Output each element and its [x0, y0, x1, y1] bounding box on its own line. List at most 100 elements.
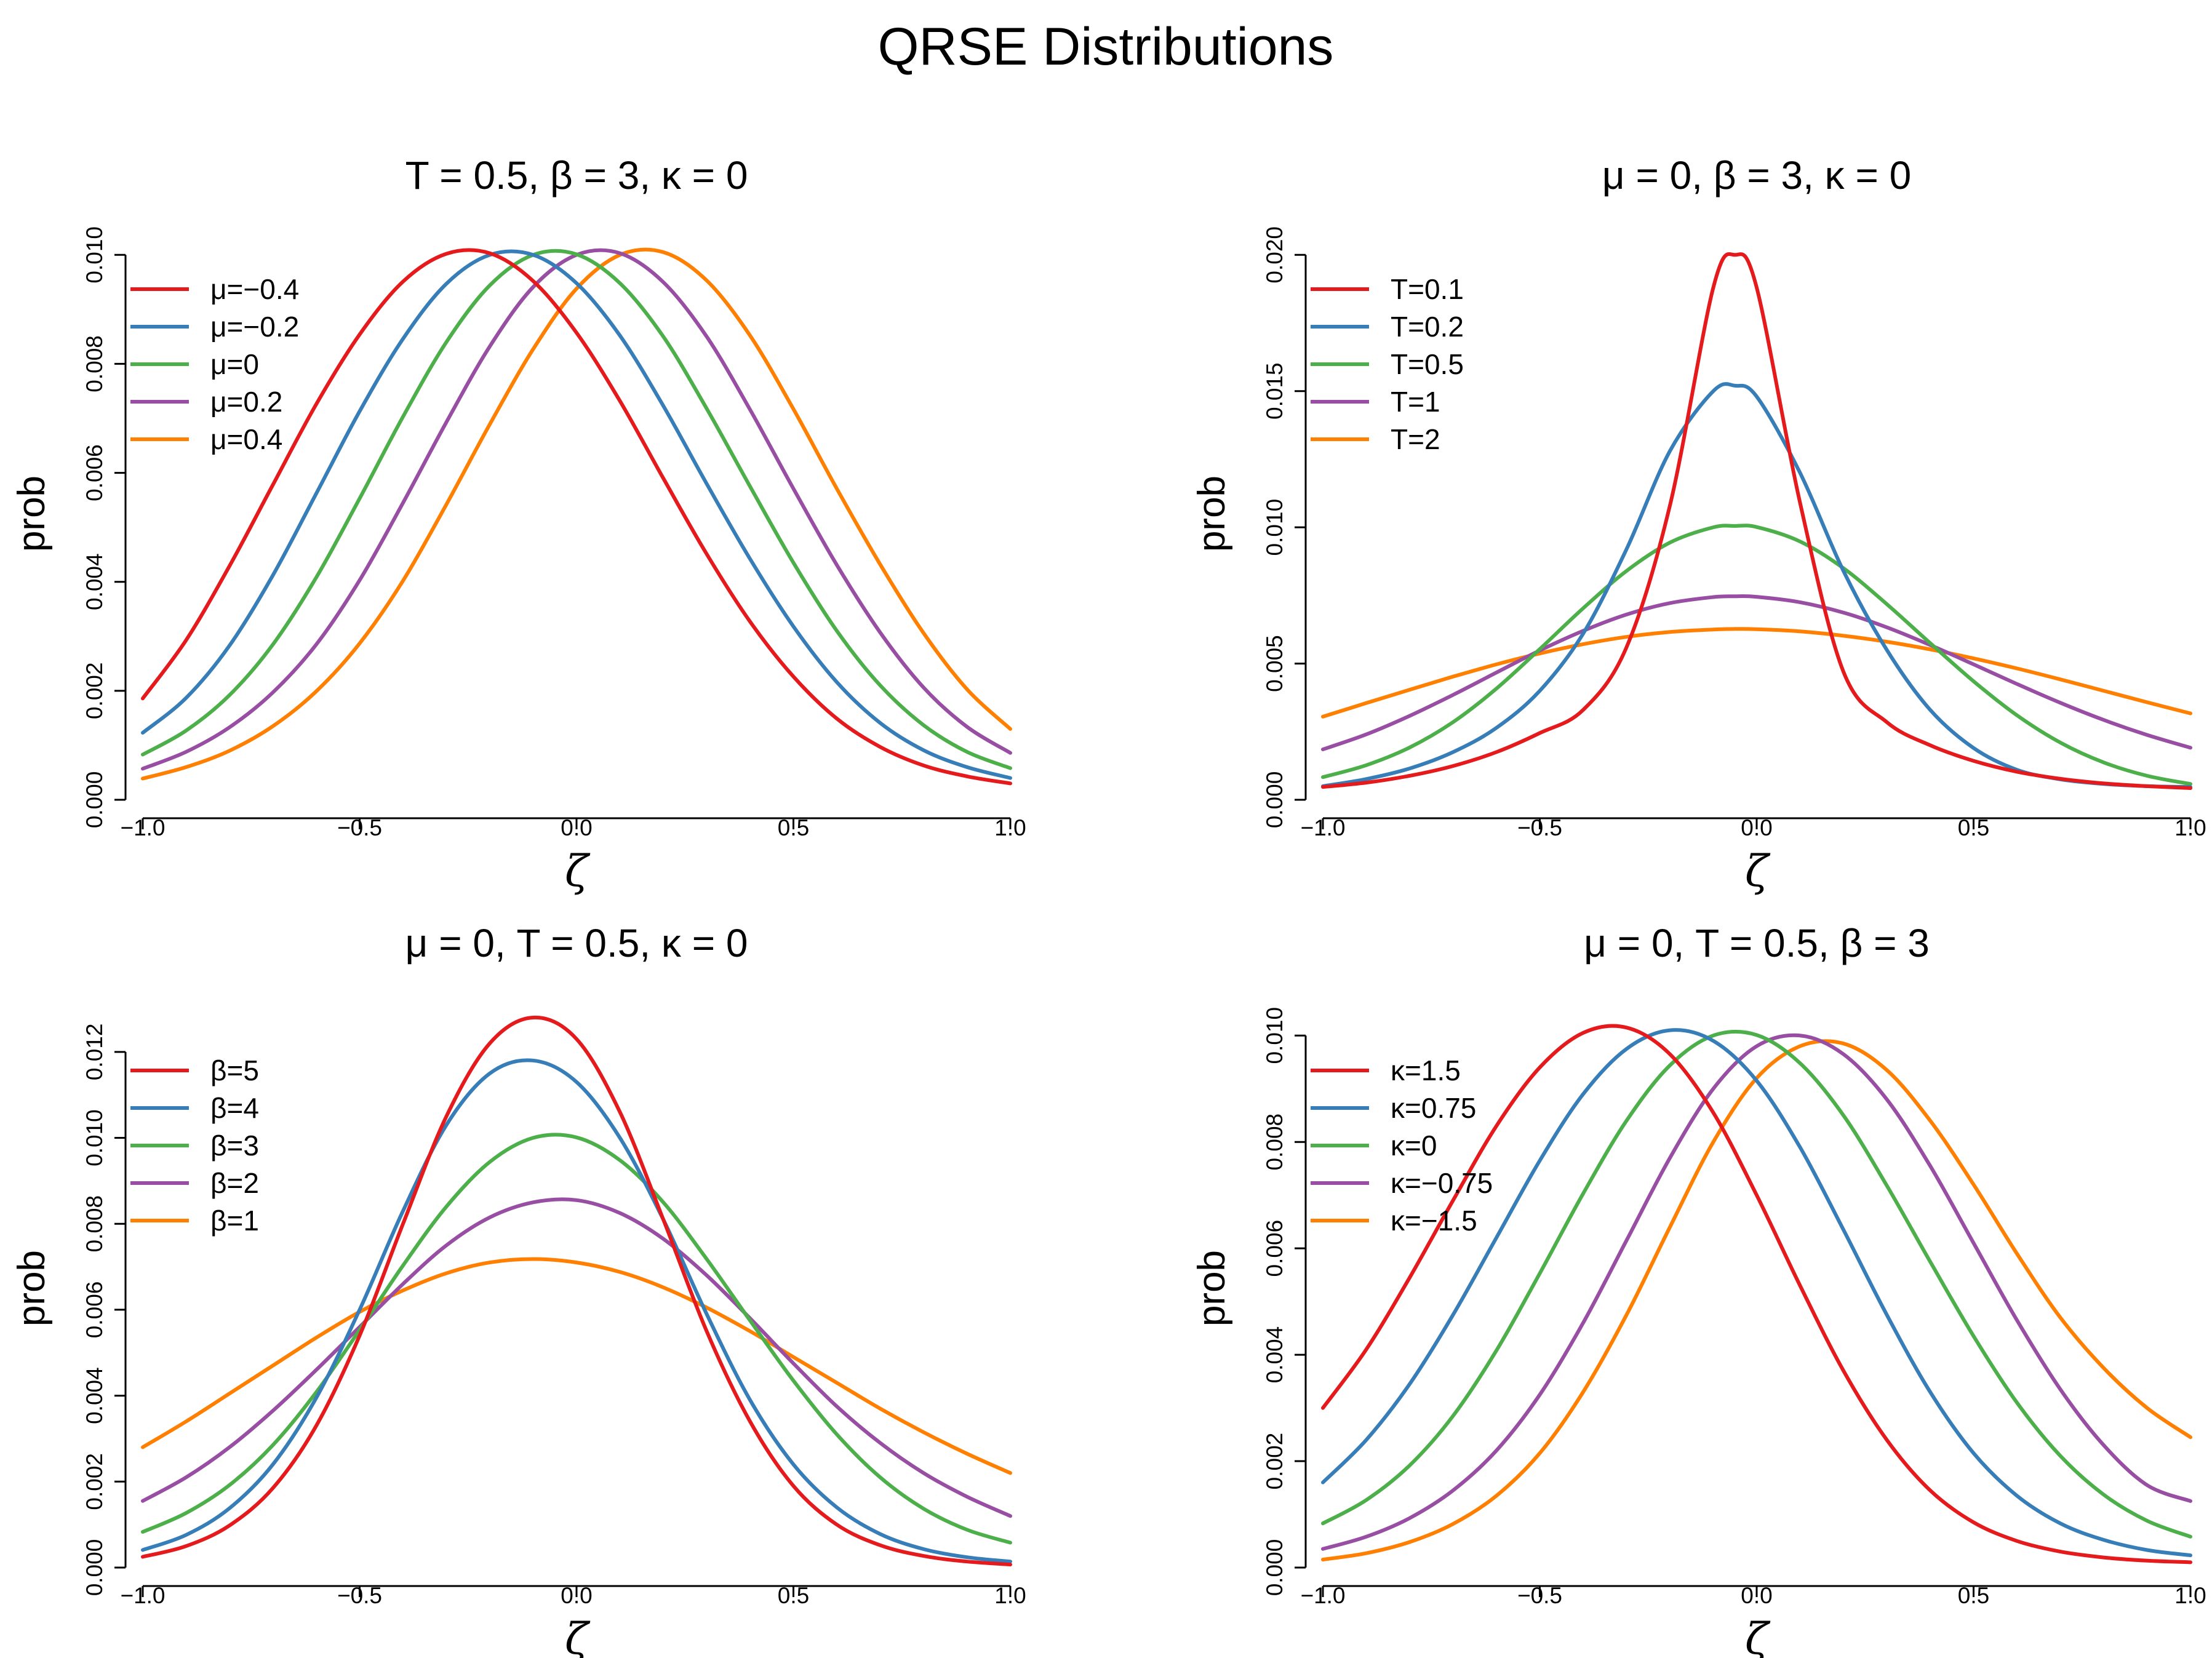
series-line: [141, 1197, 1012, 1518]
y-tick-label: 0.008: [82, 1195, 107, 1253]
x-tick-label: 1.0: [994, 1583, 1026, 1608]
y-axis-title: prob: [1191, 476, 1233, 552]
panel-title: μ = 0, T = 0.5, κ = 0: [405, 921, 748, 965]
legend-label: T=0.5: [1391, 348, 1464, 380]
series-group: [1321, 1024, 2192, 1564]
y-tick-label: 0.010: [1262, 499, 1287, 556]
x-tick-label: −1.0: [120, 815, 165, 840]
series-line: [1321, 1024, 2192, 1564]
panel-3: μ = 0, T = 0.5, κ = 0 −1.0 −0.5 0.0 0.5 1.0 ζ 0…: [10, 921, 1026, 1658]
x-tick-label: 1.0: [994, 815, 1026, 840]
legend-label: T=2: [1391, 423, 1440, 455]
x-axis-title: ζ: [565, 1614, 591, 1658]
legend-label: β=4: [210, 1092, 259, 1124]
legend-label: μ=0.2: [210, 386, 282, 418]
legend-label: κ=0.75: [1391, 1092, 1476, 1124]
legend-label: μ=0.4: [210, 423, 282, 455]
x-tick-label: 0.5: [778, 815, 809, 840]
legend: μ=−0.4 μ=−0.2 μ=0 μ=0.2 μ=0.4: [130, 273, 299, 455]
y-tick-label: 0.020: [1262, 226, 1287, 284]
x-tick-label: 0.5: [778, 1583, 809, 1608]
panel-title: μ = 0, β = 3, κ = 0: [1602, 153, 1911, 197]
legend-label: β=2: [210, 1167, 259, 1199]
series-line: [141, 247, 1012, 781]
panel-title: T = 0.5, β = 3, κ = 0: [405, 153, 748, 197]
x-tick-label: 1.0: [2174, 1583, 2206, 1608]
y-axis-title: prob: [10, 476, 53, 552]
series-line: [141, 249, 1012, 780]
panel-2: μ = 0, β = 3, κ = 0 −1.0 −0.5 0.0 0.5 1.0 ζ 0.0…: [1191, 153, 2206, 896]
y-tick-label: 0.004: [82, 1367, 107, 1424]
series-line: [1321, 382, 2192, 789]
y-tick-label: 0.005: [1262, 635, 1287, 692]
x-axis-title: ζ: [565, 846, 591, 896]
y-tick-label: 0.002: [1262, 1433, 1287, 1490]
y-tick-label: 0.000: [82, 771, 107, 829]
legend-label: μ=0: [210, 348, 259, 380]
y-axis-title: prob: [1191, 1250, 1233, 1326]
x-tick-label: 0.0: [1741, 1583, 1772, 1608]
y-tick-label: 0.002: [82, 1453, 107, 1510]
y-tick-label: 0.004: [1262, 1326, 1287, 1384]
series-line: [1321, 594, 2192, 752]
series-line: [141, 1058, 1012, 1564]
series-group: [141, 247, 1012, 786]
legend-label: κ=0: [1391, 1130, 1437, 1162]
series-line: [141, 1015, 1012, 1567]
legend-label: β=3: [210, 1130, 259, 1162]
series-line: [1321, 524, 2192, 786]
series-line: [1321, 1029, 2192, 1539]
y-tick-label: 0.015: [1262, 362, 1287, 420]
x-tick-label: 0.0: [561, 815, 592, 840]
y-tick-label: 0.012: [82, 1024, 107, 1081]
legend: κ=1.5 κ=0.75 κ=0 κ=−0.75 κ=−1.5: [1311, 1054, 1493, 1237]
legend-label: κ=1.5: [1391, 1054, 1461, 1086]
legend-label: κ=−0.75: [1391, 1167, 1493, 1199]
series-group: [1321, 252, 2192, 790]
series-line: [1321, 627, 2192, 719]
panel-1: T = 0.5, β = 3, κ = 0 −1.0 −0.5 0.0 0.5 1.0 ζ 0…: [10, 153, 1026, 896]
y-tick-label: 0.006: [1262, 1220, 1287, 1277]
y-tick-label: 0.006: [82, 1281, 107, 1339]
x-tick-label: −1.0: [120, 1583, 165, 1608]
y-tick-label: 0.006: [82, 444, 107, 501]
series-group: [141, 1015, 1012, 1567]
legend-label: T=0.1: [1391, 273, 1464, 305]
x-tick-label: −0.5: [1517, 1583, 1562, 1608]
x-tick-label: 0.5: [1958, 815, 1989, 840]
x-tick-label: −1.0: [1300, 815, 1345, 840]
legend-label: μ=−0.2: [210, 311, 299, 343]
x-tick-label: −0.5: [337, 815, 382, 840]
x-tick-label: −0.5: [1517, 815, 1562, 840]
x-tick-label: −0.5: [337, 1583, 382, 1608]
y-tick-label: 0.010: [1262, 1007, 1287, 1064]
series-line: [141, 1257, 1012, 1475]
y-tick-label: 0.000: [82, 1539, 107, 1596]
y-tick-label: 0.000: [1262, 1539, 1287, 1596]
y-tick-label: 0.002: [82, 663, 107, 720]
series-line: [141, 1133, 1012, 1545]
x-axis-title: ζ: [1745, 846, 1771, 896]
legend-label: T=1: [1391, 386, 1440, 418]
x-axis-title: ζ: [1745, 1614, 1771, 1658]
x-tick-label: 1.0: [2174, 815, 2206, 840]
panel-title: μ = 0, T = 0.5, β = 3: [1584, 921, 1930, 965]
series-line: [1321, 1033, 2192, 1551]
legend-label: β=1: [210, 1205, 259, 1237]
legend: β=5 β=4 β=3 β=2 β=1: [130, 1054, 259, 1237]
y-axis-title: prob: [10, 1250, 53, 1326]
y-tick-label: 0.008: [82, 335, 107, 393]
legend: T=0.1 T=0.2 T=0.5 T=1 T=2: [1311, 273, 1464, 455]
legend-label: μ=−0.4: [210, 273, 299, 305]
x-tick-label: 0.5: [1958, 1583, 1989, 1608]
series-line: [141, 249, 1012, 770]
y-tick-label: 0.004: [82, 553, 107, 610]
panel-4: μ = 0, T = 0.5, β = 3 −1.0 −0.5 0.0 0.5 1.0 ζ 0…: [1191, 921, 2206, 1658]
x-tick-label: 0.0: [561, 1583, 592, 1608]
legend-label: T=0.2: [1391, 311, 1464, 343]
y-tick-label: 0.010: [82, 226, 107, 284]
y-tick-label: 0.000: [1262, 771, 1287, 829]
x-tick-label: −1.0: [1300, 1583, 1345, 1608]
figure-title: QRSE Distributions: [878, 17, 1334, 76]
